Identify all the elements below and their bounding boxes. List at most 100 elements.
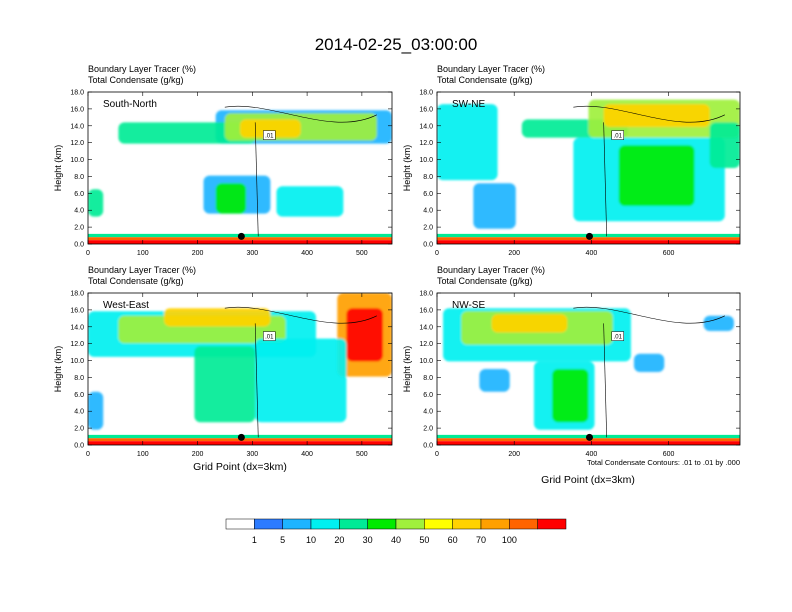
panel-south-north: Boundary Layer Tracer (%)Total Condensat…	[53, 64, 393, 257]
xtick-label: 500	[356, 451, 368, 458]
location-marker	[585, 433, 593, 441]
ylabel: Height (km)	[402, 145, 412, 192]
colorbar-label: 70	[476, 535, 486, 545]
contour-label: .01	[265, 335, 274, 341]
ytick-label: 18.0	[419, 291, 433, 298]
xlabel-right: Grid Point (dx=3km)	[541, 474, 635, 486]
panel-frame	[436, 91, 741, 245]
contour-line	[573, 306, 725, 324]
xtick-label: 500	[356, 250, 368, 257]
xlabel-left: Grid Point (dx=3km)	[193, 461, 287, 473]
panel-subtitle-condensate: Total Condensate (g/kg)	[437, 75, 533, 85]
xtick-label: 200	[192, 451, 204, 458]
colorbar-label: 10	[306, 535, 316, 545]
ytick-label: 12.0	[419, 341, 433, 348]
colorbar-swatch	[367, 518, 397, 530]
colorbar-swatch	[339, 518, 368, 530]
xtick-label: 400	[301, 451, 313, 458]
shaded-region	[618, 145, 695, 206]
panel-subtitle-condensate: Total Condensate (g/kg)	[88, 276, 184, 286]
xtick-label: 600	[663, 250, 675, 257]
shaded-region	[346, 308, 383, 362]
contour-line	[573, 105, 725, 123]
contour-line	[603, 323, 607, 438]
shaded-region	[118, 122, 256, 144]
contour-line	[254, 122, 259, 237]
panel-subtitle-tracer: Boundary Layer Tracer (%)	[437, 64, 545, 74]
ytick-label: 16.0	[70, 106, 84, 113]
shaded-region	[164, 308, 271, 327]
contour-label-box	[611, 331, 624, 341]
ytick-label: 6.0	[423, 191, 433, 198]
contour-label-box	[263, 331, 276, 341]
xtick-label: 300	[246, 451, 258, 458]
shaded-region	[491, 314, 568, 333]
shaded-region	[88, 189, 104, 217]
panel-subtitle-tracer: Boundary Layer Tracer (%)	[437, 265, 545, 275]
panel-field	[88, 92, 392, 244]
ytick-label: 10.0	[70, 358, 84, 365]
shaded-region	[88, 391, 104, 430]
ytick-label: 2.0	[423, 225, 433, 232]
colorbar: 1 5 10 20 30 40 50 60 70 100	[225, 518, 567, 545]
colorbar-swatch	[310, 518, 340, 530]
colorbar-label: 60	[448, 535, 458, 545]
shaded-region	[633, 353, 665, 373]
colorbar-swatch	[424, 518, 453, 530]
ytick-label: 8.0	[423, 375, 433, 382]
xtick-label: 0	[435, 250, 439, 257]
panel-label: South-North	[103, 99, 157, 110]
shaded-region	[603, 104, 710, 127]
ylabel: Height (km)	[402, 346, 412, 393]
colorbar-swatch	[282, 518, 312, 530]
ytick-label: 14.0	[419, 123, 433, 130]
ytick-label: 4.0	[74, 208, 84, 215]
shaded-region	[552, 369, 589, 423]
shaded-region	[255, 338, 347, 423]
boundary-layer-band	[88, 240, 392, 244]
location-marker	[237, 433, 245, 441]
panel-subtitle-condensate: Total Condensate (g/kg)	[437, 276, 533, 286]
ytick-label: 12.0	[70, 140, 84, 147]
colorbar-swatch	[225, 518, 255, 530]
colorbar-swatch	[537, 518, 567, 530]
ytick-label: 6.0	[74, 191, 84, 198]
ytick-label: 16.0	[70, 307, 84, 314]
xtick-label: 0	[435, 451, 439, 458]
xtick-label: 300	[246, 250, 258, 257]
contour-line	[224, 306, 377, 324]
contour-label-box	[611, 130, 624, 140]
ytick-label: 6.0	[74, 392, 84, 399]
colorbar-label: 5	[280, 535, 285, 545]
ytick-label: 0.0	[74, 242, 84, 249]
ytick-label: 2.0	[74, 225, 84, 232]
contour-line	[603, 122, 607, 237]
colorbar-swatch	[254, 518, 283, 530]
xtick-label: 400	[586, 250, 598, 257]
xtick-label: 400	[586, 451, 598, 458]
ytick-label: 0.0	[423, 443, 433, 450]
panel-label: NW-SE	[452, 300, 485, 311]
location-marker	[585, 232, 593, 240]
panel-subtitle-tracer: Boundary Layer Tracer (%)	[88, 64, 196, 74]
location-marker	[237, 232, 245, 240]
panel-nw-se: Boundary Layer Tracer (%)Total Condensat…	[402, 265, 741, 458]
ytick-label: 18.0	[419, 90, 433, 97]
contour-label: .01	[265, 134, 274, 140]
chart-title: 2014-02-25_03:00:00	[315, 35, 478, 54]
contour-line	[254, 323, 259, 438]
colorbar-label: 1	[252, 535, 257, 545]
shaded-region	[194, 346, 256, 423]
colorbar-label: 20	[334, 535, 344, 545]
panel-subtitle-tracer: Boundary Layer Tracer (%)	[88, 265, 196, 275]
shaded-region	[479, 369, 510, 392]
ylabel: Height (km)	[53, 145, 63, 192]
boundary-layer-band	[88, 441, 392, 445]
panel-subtitle-condensate: Total Condensate (g/kg)	[88, 75, 184, 85]
contour-label: .01	[614, 134, 623, 140]
colorbar-label: 30	[363, 535, 373, 545]
panel-field	[437, 92, 740, 244]
colorbar-swatch	[480, 518, 510, 530]
ytick-label: 8.0	[74, 174, 84, 181]
